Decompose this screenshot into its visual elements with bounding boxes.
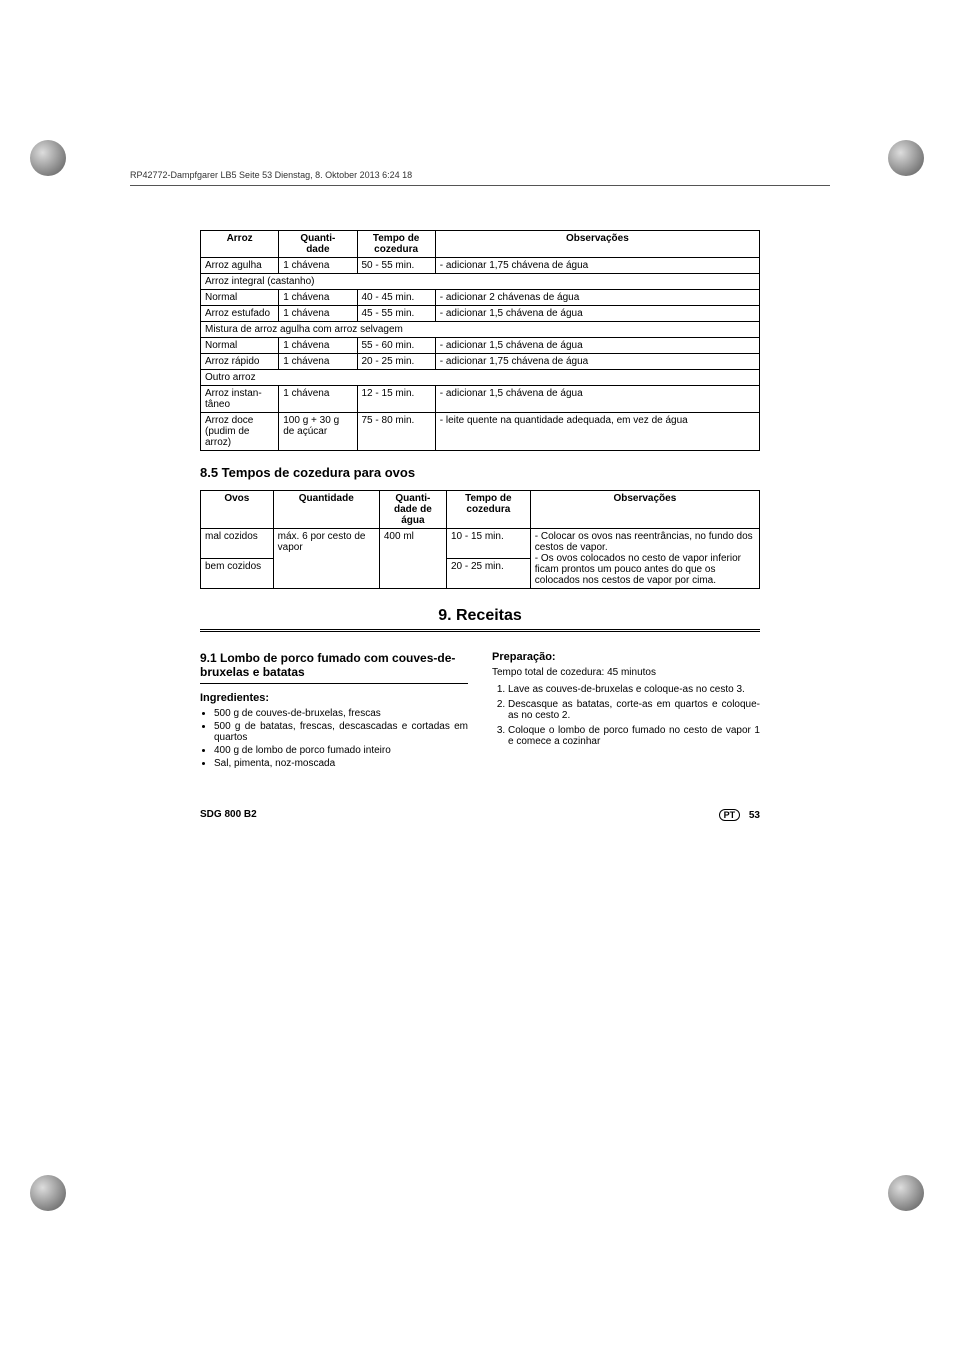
eggs-table-header: Ovos <box>201 491 274 529</box>
table-cell: 20 - 25 min. <box>357 354 435 370</box>
table-cell: 40 - 45 min. <box>357 290 435 306</box>
print-corner-bl <box>30 1175 66 1211</box>
table-cell: 12 - 15 min. <box>357 386 435 413</box>
preparacao-label: Preparação: <box>492 651 760 663</box>
table-cell: 10 - 15 min. <box>446 529 530 559</box>
footer-page-number: 53 <box>749 810 760 821</box>
table-span-cell: Arroz integral (castanho) <box>201 274 760 290</box>
table-span-cell: Outro arroz <box>201 370 760 386</box>
page-footer: SDG 800 B2 PT 53 <box>200 809 760 821</box>
preparacao-steps: Lave as couves-de-bruxelas e coloque-as … <box>492 684 760 747</box>
left-column: 9.1 Lombo de porco fumado com couves-de-… <box>200 645 468 771</box>
table-cell: - adicionar 2 chávenas de água <box>435 290 759 306</box>
print-corner-tr <box>888 140 924 176</box>
footer-lang-badge: PT <box>719 809 741 821</box>
table-cell: - adicionar 1,75 chávena de água <box>435 258 759 274</box>
table-row: Normal1 chávena40 - 45 min.- adicionar 2… <box>201 290 760 306</box>
chapter-rule <box>200 629 760 633</box>
print-header-text: RP42772-Dampfgarer LB5 Seite 53 Dienstag… <box>130 170 412 180</box>
print-corner-br <box>888 1175 924 1211</box>
list-item: 400 g de lombo de porco fumado inteiro <box>214 745 468 756</box>
table-cell: Arroz instan-tâneo <box>201 386 279 413</box>
eggs-table: OvosQuantidadeQuanti-dade de águaTempo d… <box>200 490 760 589</box>
rice-table-header: Quanti-dade <box>279 231 357 258</box>
eggs-table-header: Quanti-dade de água <box>379 491 446 529</box>
eggs-table-header: Quantidade <box>273 491 379 529</box>
table-cell: 1 chávena <box>279 354 357 370</box>
section-8-5-heading: 8.5 Tempos de cozedura para ovos <box>200 465 760 480</box>
table-row: Arroz agulha1 chávena50 - 55 min.- adici… <box>201 258 760 274</box>
table-row: Arroz instan-tâneo1 chávena12 - 15 min.-… <box>201 386 760 413</box>
table-cell: 100 g + 30 g de açúcar <box>279 413 357 451</box>
table-span-cell: Mistura de arroz agulha com arroz selvag… <box>201 322 760 338</box>
table-row: Normal1 chávena55 - 60 min.- adicionar 1… <box>201 338 760 354</box>
table-cell: 55 - 60 min. <box>357 338 435 354</box>
table-cell: Arroz agulha <box>201 258 279 274</box>
eggs-table-header: Observações <box>530 491 759 529</box>
table-cell: - adicionar 1,5 chávena de água <box>435 306 759 322</box>
rice-table: ArrozQuanti-dadeTempo decozeduraObservaç… <box>200 230 760 451</box>
list-item: 500 g de couves-de-bruxelas, frescas <box>214 708 468 719</box>
table-cell: 1 chávena <box>279 386 357 413</box>
table-cell: Arroz estufado <box>201 306 279 322</box>
table-row: Arroz rápido1 chávena20 - 25 min.- adici… <box>201 354 760 370</box>
table-cell: Normal <box>201 338 279 354</box>
table-row: mal cozidosmáx. 6 por cesto de vapor400 … <box>201 529 760 559</box>
footer-model: SDG 800 B2 <box>200 809 257 821</box>
list-item: Descasque as batatas, corte-as em quarto… <box>508 699 760 721</box>
eggs-table-header: Tempo de cozedura <box>446 491 530 529</box>
table-row: Arroz doce (pudim de arroz)100 g + 30 g … <box>201 413 760 451</box>
section-rule <box>200 683 468 684</box>
rice-table-header: Observações <box>435 231 759 258</box>
ingredientes-label: Ingredientes: <box>200 692 468 704</box>
rice-table-header: Tempo decozedura <box>357 231 435 258</box>
table-cell: - adicionar 1,5 chávena de água <box>435 338 759 354</box>
chapter-9-heading: 9. Receitas <box>200 607 760 625</box>
list-item: 500 g de batatas, frescas, descascadas e… <box>214 721 468 743</box>
section-9-1-heading: 9.1 Lombo de porco fumado com couves-de-… <box>200 651 468 679</box>
table-row: Outro arroz <box>201 370 760 386</box>
table-cell: 400 ml <box>379 529 446 589</box>
table-cell: 75 - 80 min. <box>357 413 435 451</box>
table-cell: Arroz rápido <box>201 354 279 370</box>
page-content: RP42772-Dampfgarer LB5 Seite 53 Dienstag… <box>200 230 760 771</box>
table-cell: - adicionar 1,75 chávena de água <box>435 354 759 370</box>
footer-right: PT 53 <box>719 809 760 821</box>
list-item: Coloque o lombo de porco fumado no cesto… <box>508 725 760 747</box>
table-cell: - Colocar os ovos nas reentrâncias, no f… <box>530 529 759 589</box>
table-cell: máx. 6 por cesto de vapor <box>273 529 379 589</box>
table-row: Mistura de arroz agulha com arroz selvag… <box>201 322 760 338</box>
table-cell: 50 - 55 min. <box>357 258 435 274</box>
table-cell: bem cozidos <box>201 559 274 589</box>
list-item: Lave as couves-de-bruxelas e coloque-as … <box>508 684 760 695</box>
table-cell: mal cozidos <box>201 529 274 559</box>
table-cell: - adicionar 1,5 chávena de água <box>435 386 759 413</box>
table-cell: 45 - 55 min. <box>357 306 435 322</box>
prep-time-text: Tempo total de cozedura: 45 minutos <box>492 667 760 678</box>
table-row: Arroz estufado1 chávena45 - 55 min.- adi… <box>201 306 760 322</box>
print-header-rule <box>130 185 830 186</box>
table-cell: 20 - 25 min. <box>446 559 530 589</box>
table-cell: 1 chávena <box>279 258 357 274</box>
table-cell: Arroz doce (pudim de arroz) <box>201 413 279 451</box>
ingredientes-list: 500 g de couves-de-bruxelas, frescas 500 … <box>200 708 468 769</box>
rice-table-header: Arroz <box>201 231 279 258</box>
table-row: Arroz integral (castanho) <box>201 274 760 290</box>
two-column-layout: 9.1 Lombo de porco fumado com couves-de-… <box>200 645 760 771</box>
table-cell: - leite quente na quantidade adequada, e… <box>435 413 759 451</box>
print-corner-tl <box>30 140 66 176</box>
right-column: Preparação: Tempo total de cozedura: 45 … <box>492 645 760 771</box>
list-item: Sal, pimenta, noz-moscada <box>214 758 468 769</box>
table-cell: 1 chávena <box>279 338 357 354</box>
table-cell: 1 chávena <box>279 306 357 322</box>
table-cell: Normal <box>201 290 279 306</box>
table-cell: 1 chávena <box>279 290 357 306</box>
